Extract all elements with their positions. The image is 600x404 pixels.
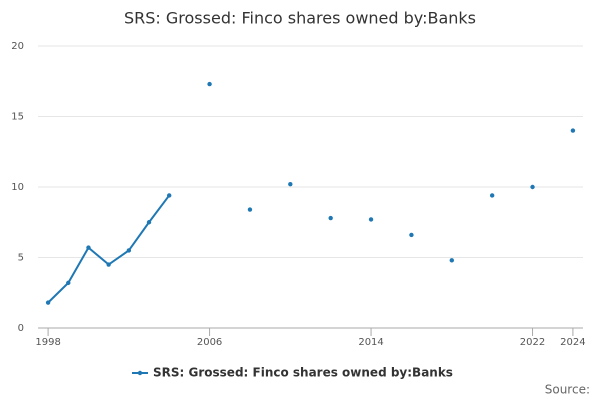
y-tick-label: 20: [11, 41, 24, 52]
x-tick-label: 2006: [197, 337, 222, 348]
chart-title: SRS: Grossed: Finco shares owned by:Bank…: [124, 9, 476, 28]
y-tick-label: 10: [11, 182, 24, 193]
point: [368, 217, 374, 222]
source: Source:: [545, 383, 590, 397]
x-tick-label: 2014: [358, 337, 383, 348]
point: [328, 215, 333, 221]
x-tick-label: 1998: [35, 337, 60, 348]
point: [86, 245, 91, 250]
point: [449, 258, 454, 263]
point: [207, 81, 212, 87]
point: [489, 193, 495, 198]
legend-label: SRS: Grossed: Finco shares owned by:Bank…: [153, 366, 453, 380]
x-tick-label: 2024: [560, 337, 585, 348]
legend-marker: [137, 370, 143, 376]
point: [247, 207, 253, 212]
y-tick-label: 5: [18, 253, 24, 264]
y-tick-label: 0: [18, 323, 24, 334]
point: [66, 280, 71, 286]
point: [106, 262, 111, 267]
point: [530, 184, 535, 190]
point: [167, 193, 172, 198]
point: [288, 181, 293, 187]
point: [45, 300, 51, 305]
series-line: [47, 194, 171, 304]
point: [126, 248, 132, 253]
point: [146, 220, 152, 225]
x-tick-label: 2022: [520, 337, 545, 348]
point: [570, 128, 576, 133]
point: [409, 232, 414, 238]
y-tick-label: 15: [11, 112, 24, 123]
